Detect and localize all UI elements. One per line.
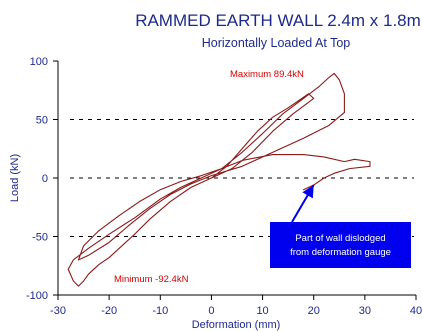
y-axis-label: Load (kN) bbox=[9, 154, 21, 202]
chart-subtitle: Horizontally Loaded At Top bbox=[202, 36, 351, 50]
y-tick-label: 0 bbox=[42, 173, 48, 185]
x-tick-label: 20 bbox=[308, 305, 320, 317]
callout-arrow bbox=[291, 184, 315, 223]
x-axis-label: Deformation (mm) bbox=[192, 319, 281, 331]
callout-box bbox=[270, 222, 411, 268]
maximum-annotation: Maximum 89.4kN bbox=[230, 69, 304, 80]
x-tick-label: -10 bbox=[152, 305, 168, 317]
titles: RAMMED EARTH WALL 2.4m x 1.8m Horizontal… bbox=[135, 11, 421, 50]
x-tick-label: 30 bbox=[359, 305, 371, 317]
gridlines bbox=[70, 119, 414, 237]
callout-text-line-2: from deformation gauge bbox=[290, 247, 391, 258]
minimum-annotation: Minimum -92.4kN bbox=[114, 274, 189, 285]
y-tick-label: -100 bbox=[26, 290, 48, 302]
y-tick-label: 100 bbox=[30, 56, 48, 68]
callout-text-line-1: Part of wall dislodged bbox=[295, 233, 385, 244]
x-tick-label: -30 bbox=[50, 305, 66, 317]
y-tick-label: -50 bbox=[32, 232, 48, 244]
x-tick-label: 10 bbox=[256, 305, 268, 317]
chart-title: RAMMED EARTH WALL 2.4m x 1.8m bbox=[135, 11, 421, 30]
y-ticks: -100 -50 0 50 100 bbox=[26, 56, 58, 302]
series-0-line bbox=[67, 72, 371, 287]
x-tick-label: -20 bbox=[101, 305, 117, 317]
y-tick-label: 50 bbox=[36, 115, 48, 127]
x-ticks: -30 -20 -10 0 10 20 30 40 bbox=[50, 295, 422, 317]
x-tick-label: 0 bbox=[208, 305, 214, 317]
x-tick-label: 40 bbox=[410, 305, 422, 317]
series-layer bbox=[67, 72, 371, 287]
callout: Part of wall dislodged from deformation … bbox=[270, 184, 411, 268]
